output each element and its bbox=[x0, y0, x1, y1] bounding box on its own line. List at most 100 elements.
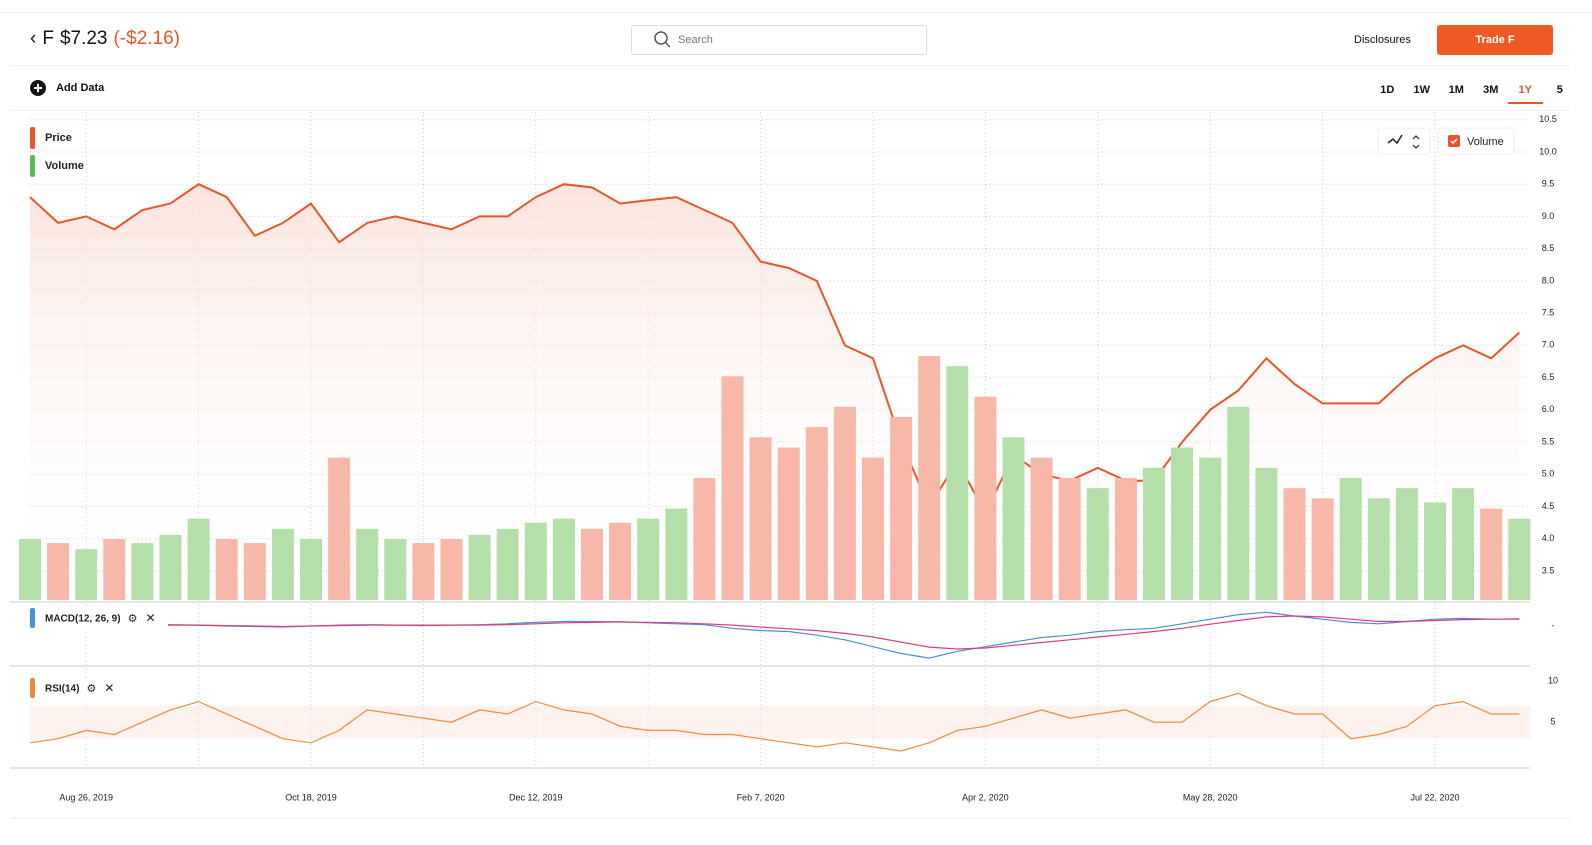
chart-type-caret bbox=[1412, 135, 1420, 149]
trade-button[interactable]: Trade F bbox=[1437, 25, 1553, 55]
y-tick-label: 5.5 bbox=[1542, 436, 1555, 446]
search-placeholder: Search bbox=[678, 34, 713, 46]
volume-toggle-label: Volume bbox=[1467, 136, 1504, 148]
y-tick-label: 5 bbox=[1550, 717, 1555, 727]
volume-bar bbox=[75, 549, 98, 600]
volume-bar bbox=[356, 528, 379, 600]
volume-toggle[interactable] bbox=[1437, 127, 1515, 155]
remove-icon[interactable]: ✕ bbox=[146, 611, 156, 625]
volume-bar bbox=[328, 457, 351, 600]
settings-icon[interactable]: ⚙ bbox=[87, 683, 97, 695]
volume-bar bbox=[1255, 467, 1278, 600]
ticker: F bbox=[42, 28, 54, 49]
x-tick-label: Feb 7, 2020 bbox=[737, 792, 785, 802]
volume-bar bbox=[862, 457, 884, 600]
y-tick-label: 5.0 bbox=[1542, 469, 1555, 479]
x-tick-label: Apr 2, 2020 bbox=[962, 792, 1009, 802]
disclosures-link[interactable]: Disclosures bbox=[1354, 34, 1411, 46]
volume-bar bbox=[749, 437, 772, 600]
volume-bar bbox=[1311, 498, 1334, 600]
x-tick-label: Jul 22, 2020 bbox=[1410, 792, 1459, 802]
volume-bar bbox=[412, 543, 435, 600]
settings-icon[interactable]: ⚙ bbox=[128, 613, 138, 625]
volume-bar bbox=[693, 478, 716, 600]
range-button[interactable]: 1Y bbox=[1508, 84, 1543, 104]
y-tick-label: 6.0 bbox=[1542, 404, 1555, 414]
volume-bar bbox=[243, 543, 266, 600]
volume-bar bbox=[1508, 518, 1531, 600]
volume-bar bbox=[665, 508, 688, 600]
indicator-title: MACD(12, 26, 9) bbox=[45, 614, 121, 625]
x-tick-label: Aug 26, 2019 bbox=[59, 792, 113, 802]
volume-bar bbox=[1283, 488, 1306, 600]
line bbox=[29, 183, 1520, 516]
volume-bar bbox=[1452, 488, 1475, 600]
legend-swatch bbox=[30, 155, 35, 177]
volume-bar bbox=[1227, 406, 1250, 600]
volume-bar bbox=[1480, 508, 1503, 600]
back-arrow[interactable]: ‹ bbox=[30, 28, 37, 49]
volume-bar bbox=[1030, 457, 1053, 600]
chart-type-toggle[interactable] bbox=[1377, 127, 1431, 155]
volume-bar bbox=[19, 539, 41, 600]
legend-label: Volume bbox=[45, 160, 84, 172]
volume-bar bbox=[131, 543, 154, 600]
divider bbox=[10, 110, 1570, 111]
add-data[interactable]: Add Data bbox=[30, 80, 104, 96]
range-button[interactable]: 1W bbox=[1413, 84, 1431, 96]
volume-bar bbox=[47, 543, 70, 600]
indicator-swatch bbox=[30, 608, 35, 628]
volume-bar bbox=[1143, 467, 1165, 600]
volume-bar bbox=[440, 539, 463, 600]
volume-bar bbox=[271, 528, 294, 600]
y-tick-label: 4.5 bbox=[1542, 501, 1555, 511]
volume-bar bbox=[946, 366, 969, 600]
indicator-title: RSI(14) bbox=[45, 684, 79, 695]
volume-bar bbox=[215, 539, 238, 600]
change: (-$2.16) bbox=[113, 28, 181, 49]
volume-bar bbox=[637, 518, 660, 600]
range-button[interactable]: 5 bbox=[1556, 84, 1563, 96]
ticker-header: ‹ F $7.23 (-$2.16) bbox=[30, 28, 180, 50]
volume-bar bbox=[159, 534, 182, 600]
legend-swatch bbox=[30, 127, 35, 149]
remove-icon[interactable]: ✕ bbox=[104, 681, 114, 695]
volume-bar bbox=[524, 522, 547, 600]
volume-bar bbox=[918, 356, 941, 600]
volume-bar bbox=[721, 376, 744, 600]
y-tick-label: 9.0 bbox=[1542, 211, 1555, 221]
volume-bar bbox=[777, 447, 800, 600]
y-tick-label: 7.5 bbox=[1542, 308, 1555, 318]
volume-bar bbox=[1199, 457, 1222, 600]
y-tick-label: 8.0 bbox=[1542, 275, 1555, 285]
search-box[interactable]: Search bbox=[631, 25, 927, 55]
range-button[interactable]: 1D bbox=[1380, 84, 1395, 96]
volume-bar bbox=[974, 396, 997, 600]
volume-bar bbox=[890, 417, 913, 600]
volume-bar bbox=[581, 528, 603, 600]
y-tick-label: 4.0 bbox=[1542, 533, 1555, 543]
search-icon bbox=[654, 31, 671, 48]
rsi-band bbox=[30, 705, 1530, 739]
volume-bar bbox=[805, 427, 828, 600]
divider bbox=[0, 12, 1592, 13]
divider bbox=[10, 65, 1570, 66]
add-data-label: Add Data bbox=[56, 82, 105, 94]
x-tick-label: Oct 18, 2019 bbox=[285, 792, 337, 802]
volume-bar bbox=[384, 539, 407, 600]
indicator-swatch bbox=[30, 678, 35, 698]
volume-bar bbox=[496, 528, 519, 600]
volume-bar bbox=[1086, 488, 1109, 600]
indicator-label-bg bbox=[28, 607, 168, 629]
range-button[interactable]: 3M bbox=[1483, 84, 1499, 96]
volume-bar bbox=[552, 518, 575, 600]
y-tick-label: 10.5 bbox=[1539, 114, 1557, 124]
line bbox=[30, 615, 1520, 650]
price: $7.23 bbox=[59, 28, 108, 49]
volume-bar bbox=[1424, 502, 1446, 600]
indicator-label-bg bbox=[28, 677, 168, 699]
range-button[interactable]: 1M bbox=[1448, 84, 1464, 96]
volume-bar bbox=[833, 406, 856, 600]
